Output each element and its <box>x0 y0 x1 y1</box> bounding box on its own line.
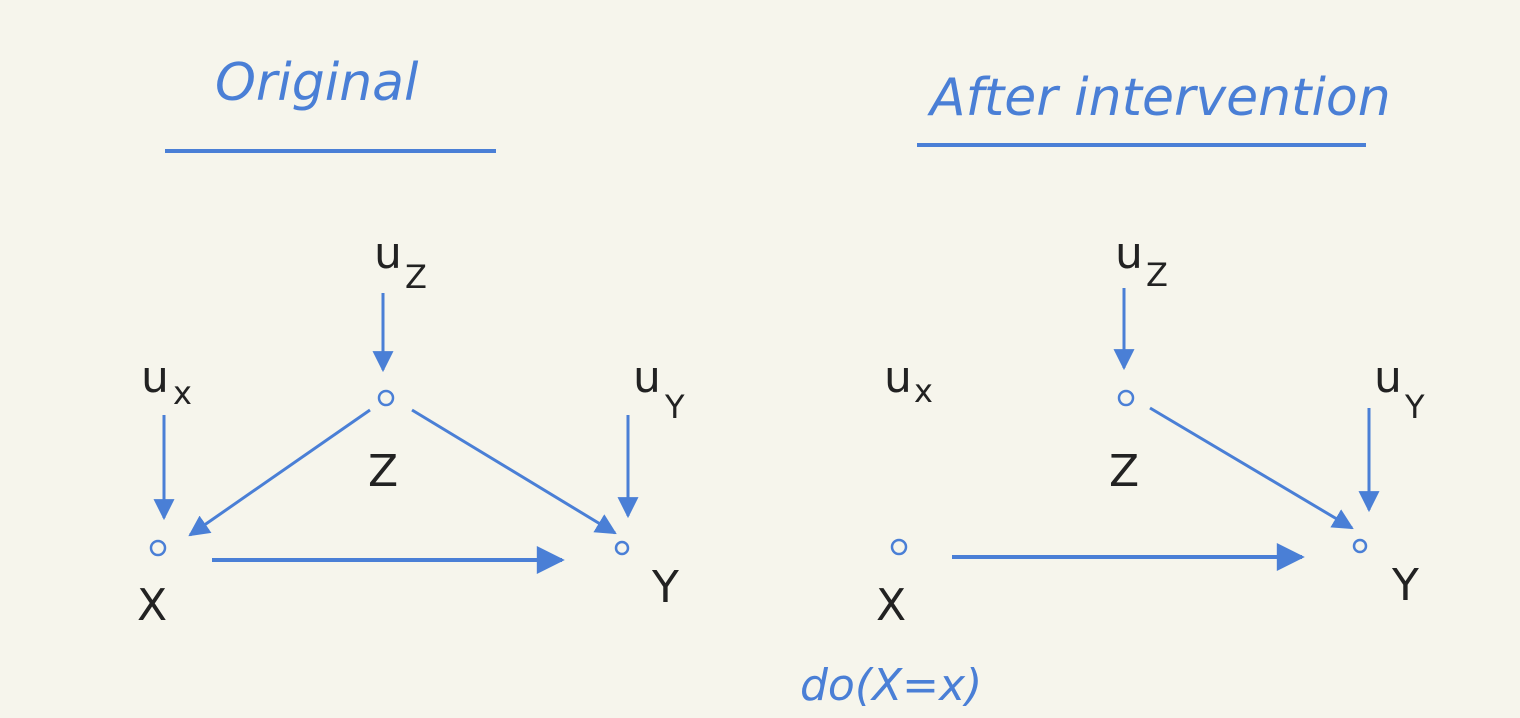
original-x-label: X <box>137 580 167 631</box>
intervention-z-label: Z <box>1109 446 1139 497</box>
original-graph: Original u Z Z u x u Y X Y <box>137 53 685 631</box>
intervention-uy-label: u <box>1374 352 1402 403</box>
intervention-x-label: X <box>876 580 906 631</box>
original-uz-label: u <box>374 228 402 279</box>
intervention-uz-subscript: Z <box>1146 256 1168 294</box>
intervention-ux-subscript: x <box>914 372 933 410</box>
intervention-node-z <box>1117 389 1135 407</box>
intervention-y-label: Y <box>1391 560 1419 611</box>
original-ux-label: u <box>141 352 169 403</box>
intervention-uz-label: u <box>1115 228 1143 279</box>
original-edge-z-y <box>411 408 617 535</box>
original-uy-subscript: Y <box>664 388 685 426</box>
intervention-graph: After intervention u Z Z u x u Y X Y do(… <box>800 68 1425 711</box>
original-node-x <box>149 539 167 557</box>
do-operator-label: do(X=x) <box>800 660 982 711</box>
original-z-label: Z <box>368 446 398 497</box>
original-title: Original <box>215 53 419 113</box>
original-node-z <box>377 389 395 407</box>
intervention-node-y <box>1352 538 1368 554</box>
intervention-title: After intervention <box>927 68 1391 128</box>
intervention-uy-subscript: Y <box>1404 388 1425 426</box>
original-ux-subscript: x <box>173 374 192 412</box>
intervention-edge-z-y <box>1149 406 1354 530</box>
original-edge-z-x <box>188 408 371 537</box>
intervention-ux-label: u <box>884 352 912 403</box>
intervention-node-x <box>890 538 908 556</box>
original-uy-label: u <box>633 352 661 403</box>
original-node-y <box>614 540 630 556</box>
original-uz-subscript: Z <box>405 258 427 296</box>
original-y-label: Y <box>651 562 679 613</box>
